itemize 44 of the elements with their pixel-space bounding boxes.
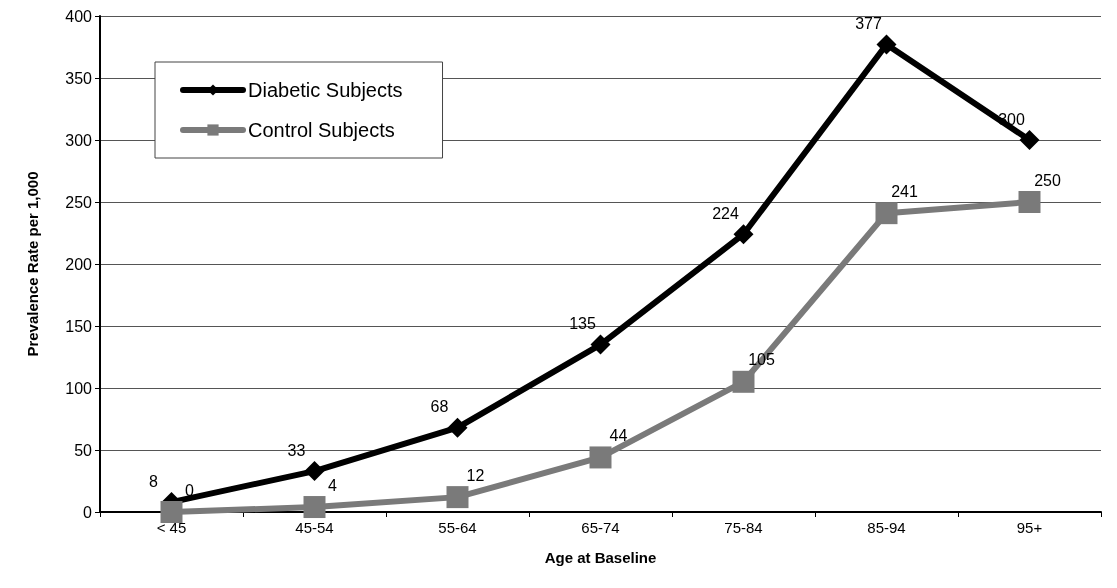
point — [304, 461, 325, 482]
data-label: 241 — [891, 182, 918, 200]
y-tick-label: 350 — [65, 69, 93, 87]
point — [446, 486, 469, 509]
x-tick-label: 65-74 — [581, 519, 620, 536]
y-tick-label: 300 — [65, 131, 93, 149]
y-tick-label: 50 — [74, 441, 93, 459]
data-label: 105 — [748, 351, 775, 369]
y-tick-label: 100 — [65, 379, 93, 397]
data-label: 4 — [328, 476, 338, 494]
point — [733, 224, 754, 245]
data-label: 250 — [1034, 171, 1061, 189]
y-tick-label: 0 — [83, 503, 93, 521]
data-label: 8 — [149, 472, 159, 490]
x-tick-label: 75-84 — [724, 519, 763, 536]
data-label: 44 — [609, 426, 628, 444]
x-tick-label: 55-64 — [438, 519, 477, 536]
point — [732, 370, 755, 393]
point — [589, 446, 612, 469]
point — [303, 496, 326, 519]
point — [590, 334, 611, 355]
point — [875, 202, 898, 225]
legend-label: Diabetic Subjects — [248, 79, 403, 101]
data-label: 377 — [855, 15, 882, 33]
legend-label: Control Subjects — [248, 119, 395, 141]
x-tick-label: 45-54 — [295, 519, 334, 536]
y-tick-label: 250 — [65, 193, 93, 211]
x-tick-label: 95+ — [1016, 519, 1043, 536]
data-label: 12 — [466, 466, 485, 484]
x-tick-label: 85-94 — [867, 519, 906, 536]
data-label: 224 — [712, 204, 739, 222]
y-axis-title: Prevalence Rate per 1,000 — [24, 171, 41, 357]
y-tick-label: 200 — [65, 255, 93, 273]
point — [447, 417, 468, 438]
x-axis-title: Age at Baseline — [544, 549, 657, 566]
point — [876, 34, 897, 55]
x-tick-label: < 45 — [156, 519, 187, 536]
point — [1018, 191, 1041, 213]
data-label: 68 — [430, 398, 449, 416]
y-tick-label: 400 — [65, 7, 93, 25]
point — [160, 501, 183, 523]
point — [1019, 130, 1040, 150]
data-label: 0 — [185, 481, 195, 499]
y-tick-label: 150 — [65, 317, 93, 335]
